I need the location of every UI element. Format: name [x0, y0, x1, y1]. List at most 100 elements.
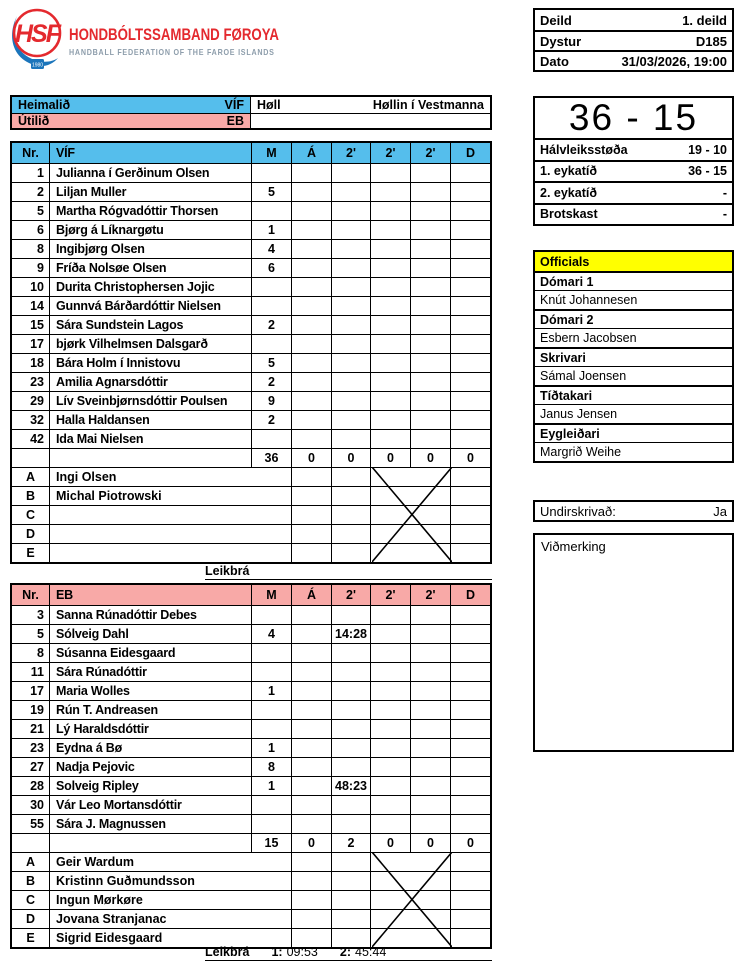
player-stat-cell — [370, 164, 410, 182]
player-stat-cell — [450, 411, 490, 429]
player-number-cell: 14 — [30, 299, 44, 313]
player-stat-cell — [291, 796, 331, 814]
match-info-label: Deild — [540, 12, 572, 28]
player-name-cell: Martha Rógvadóttir Thorsen — [49, 202, 251, 220]
bench-stat-cell — [331, 929, 370, 947]
roster-header-stat: Á — [291, 143, 331, 163]
player-name-cell: Bára Holm í Innistovu — [49, 354, 251, 372]
crossed-out-cell — [370, 506, 450, 524]
bench-stat-cell — [291, 487, 331, 505]
bench-name-cell: Kristinn Guðmundsson — [49, 872, 291, 890]
player-stat-cell — [450, 796, 490, 814]
player-number-cell: 17 — [30, 337, 44, 351]
player-stat-cell — [331, 796, 370, 814]
bench-stat-cell — [331, 544, 370, 562]
player-stat-cell — [450, 202, 490, 220]
player-stat-cell — [370, 373, 410, 391]
player-stat-cell — [410, 663, 450, 681]
player-name-cell: Sólveig Dahl — [49, 625, 251, 643]
player-number-cell: 21 — [30, 722, 44, 736]
player-stat-cell — [410, 278, 450, 296]
score-row-value: 36 - 15 — [688, 164, 727, 179]
player-stat-cell — [291, 316, 331, 334]
match-info-label: Dystur — [540, 33, 582, 49]
player-stat-cell — [370, 663, 410, 681]
remarks-box: Viðmerking — [533, 533, 734, 752]
player-stat-cell — [370, 796, 410, 814]
bench-name-cell: Sigrid Eidesgaard — [49, 929, 291, 947]
player-stat-cell — [410, 758, 450, 776]
player-stat-cell: 4 — [251, 625, 291, 643]
bench-stat-cell — [450, 487, 490, 505]
player-stat-cell — [450, 373, 490, 391]
player-stat-cell — [251, 164, 291, 182]
bench-stat-cell — [291, 872, 331, 890]
player-number-cell: 28 — [30, 779, 44, 793]
player-stat-cell — [331, 278, 370, 296]
player-stat-cell — [450, 758, 490, 776]
roster-header-stat: 2' — [370, 585, 410, 605]
crossed-out-cell — [370, 487, 450, 505]
bench-name-cell — [49, 544, 291, 562]
federation-brand: HSF 1980 HONDBÓLTSSAMBAND FØROYA HANDBAL… — [8, 6, 338, 72]
official-role: Skrivari — [535, 347, 732, 366]
leikbra-time-value: 09:53 — [286, 945, 318, 959]
totals-empty-cell — [12, 449, 49, 467]
player-stat-cell — [450, 625, 490, 643]
player-stat-cell — [331, 392, 370, 410]
player-stat-cell — [370, 202, 410, 220]
score-row-label: 2. eykatíð — [540, 185, 597, 200]
player-name-cell: Amilia Agnarsdóttir — [49, 373, 251, 391]
player-stat-cell: 8 — [251, 758, 291, 776]
player-name-cell: Sára J. Magnussen — [49, 815, 251, 833]
totals-row: 15 0 2 0 0 0 — [12, 833, 490, 852]
player-stat-cell — [410, 240, 450, 258]
player-stat-cell — [410, 644, 450, 662]
totals-stat-cell: 0 — [450, 449, 490, 467]
player-stat-cell — [331, 240, 370, 258]
player-stat-cell — [291, 411, 331, 429]
player-row: 23 Amilia Agnarsdóttir 2 — [12, 372, 490, 391]
player-stat-cell — [331, 430, 370, 448]
leikbra-time: 1: 09:53 — [271, 945, 317, 959]
player-stat-cell — [251, 297, 291, 315]
player-stat-cell — [291, 606, 331, 624]
player-stat-cell — [410, 183, 450, 201]
player-stat-cell: 2 — [251, 316, 291, 334]
crossed-out-cell — [370, 544, 450, 562]
signed-box: Undirskrivað: Ja — [533, 500, 734, 522]
score-row: Brotskast - — [535, 202, 732, 225]
player-stat-cell — [450, 663, 490, 681]
away-label: Útilið — [18, 113, 50, 128]
official-name: Margrið Weihe — [535, 442, 732, 461]
player-stat-cell — [450, 259, 490, 277]
player-stat-cell — [251, 430, 291, 448]
player-stat-cell — [370, 335, 410, 353]
player-stat-cell — [410, 335, 450, 353]
bench-letter-cell: A — [25, 855, 36, 869]
brand-text: HONDBÓLTSSAMBAND FØROYA HANDBALL FEDERAT… — [69, 6, 338, 57]
bench-stat-cell — [331, 506, 370, 524]
player-stat-cell — [410, 606, 450, 624]
official-name: Sámal Joensen — [535, 366, 732, 385]
match-info-value: 31/03/2026, 19:00 — [621, 53, 727, 69]
player-number-cell: 17 — [30, 684, 44, 698]
player-stat-cell — [291, 164, 331, 182]
remarks-label: Viðmerking — [541, 539, 606, 554]
match-info-row: Deild 1. deild — [535, 10, 732, 30]
match-info-row: Dato 31/03/2026, 19:00 — [535, 50, 732, 70]
player-name-cell: Lív Sveinbjørnsdóttir Poulsen — [49, 392, 251, 410]
player-stat-cell — [291, 625, 331, 643]
player-stat-cell — [450, 720, 490, 738]
player-stat-cell — [410, 221, 450, 239]
roster-header-stat: 2' — [370, 143, 410, 163]
player-stat-cell — [410, 701, 450, 719]
roster-header-stat: 2' — [410, 143, 450, 163]
signed-value: Ja — [713, 503, 727, 519]
away-team-cell: Útilið EB — [12, 113, 251, 128]
player-row: 42 Ida Mai Nielsen — [12, 429, 490, 448]
player-stat-cell — [291, 221, 331, 239]
match-info-row: Dystur D185 — [535, 30, 732, 50]
player-stat-cell — [370, 644, 410, 662]
bench-stat-cell — [291, 891, 331, 909]
